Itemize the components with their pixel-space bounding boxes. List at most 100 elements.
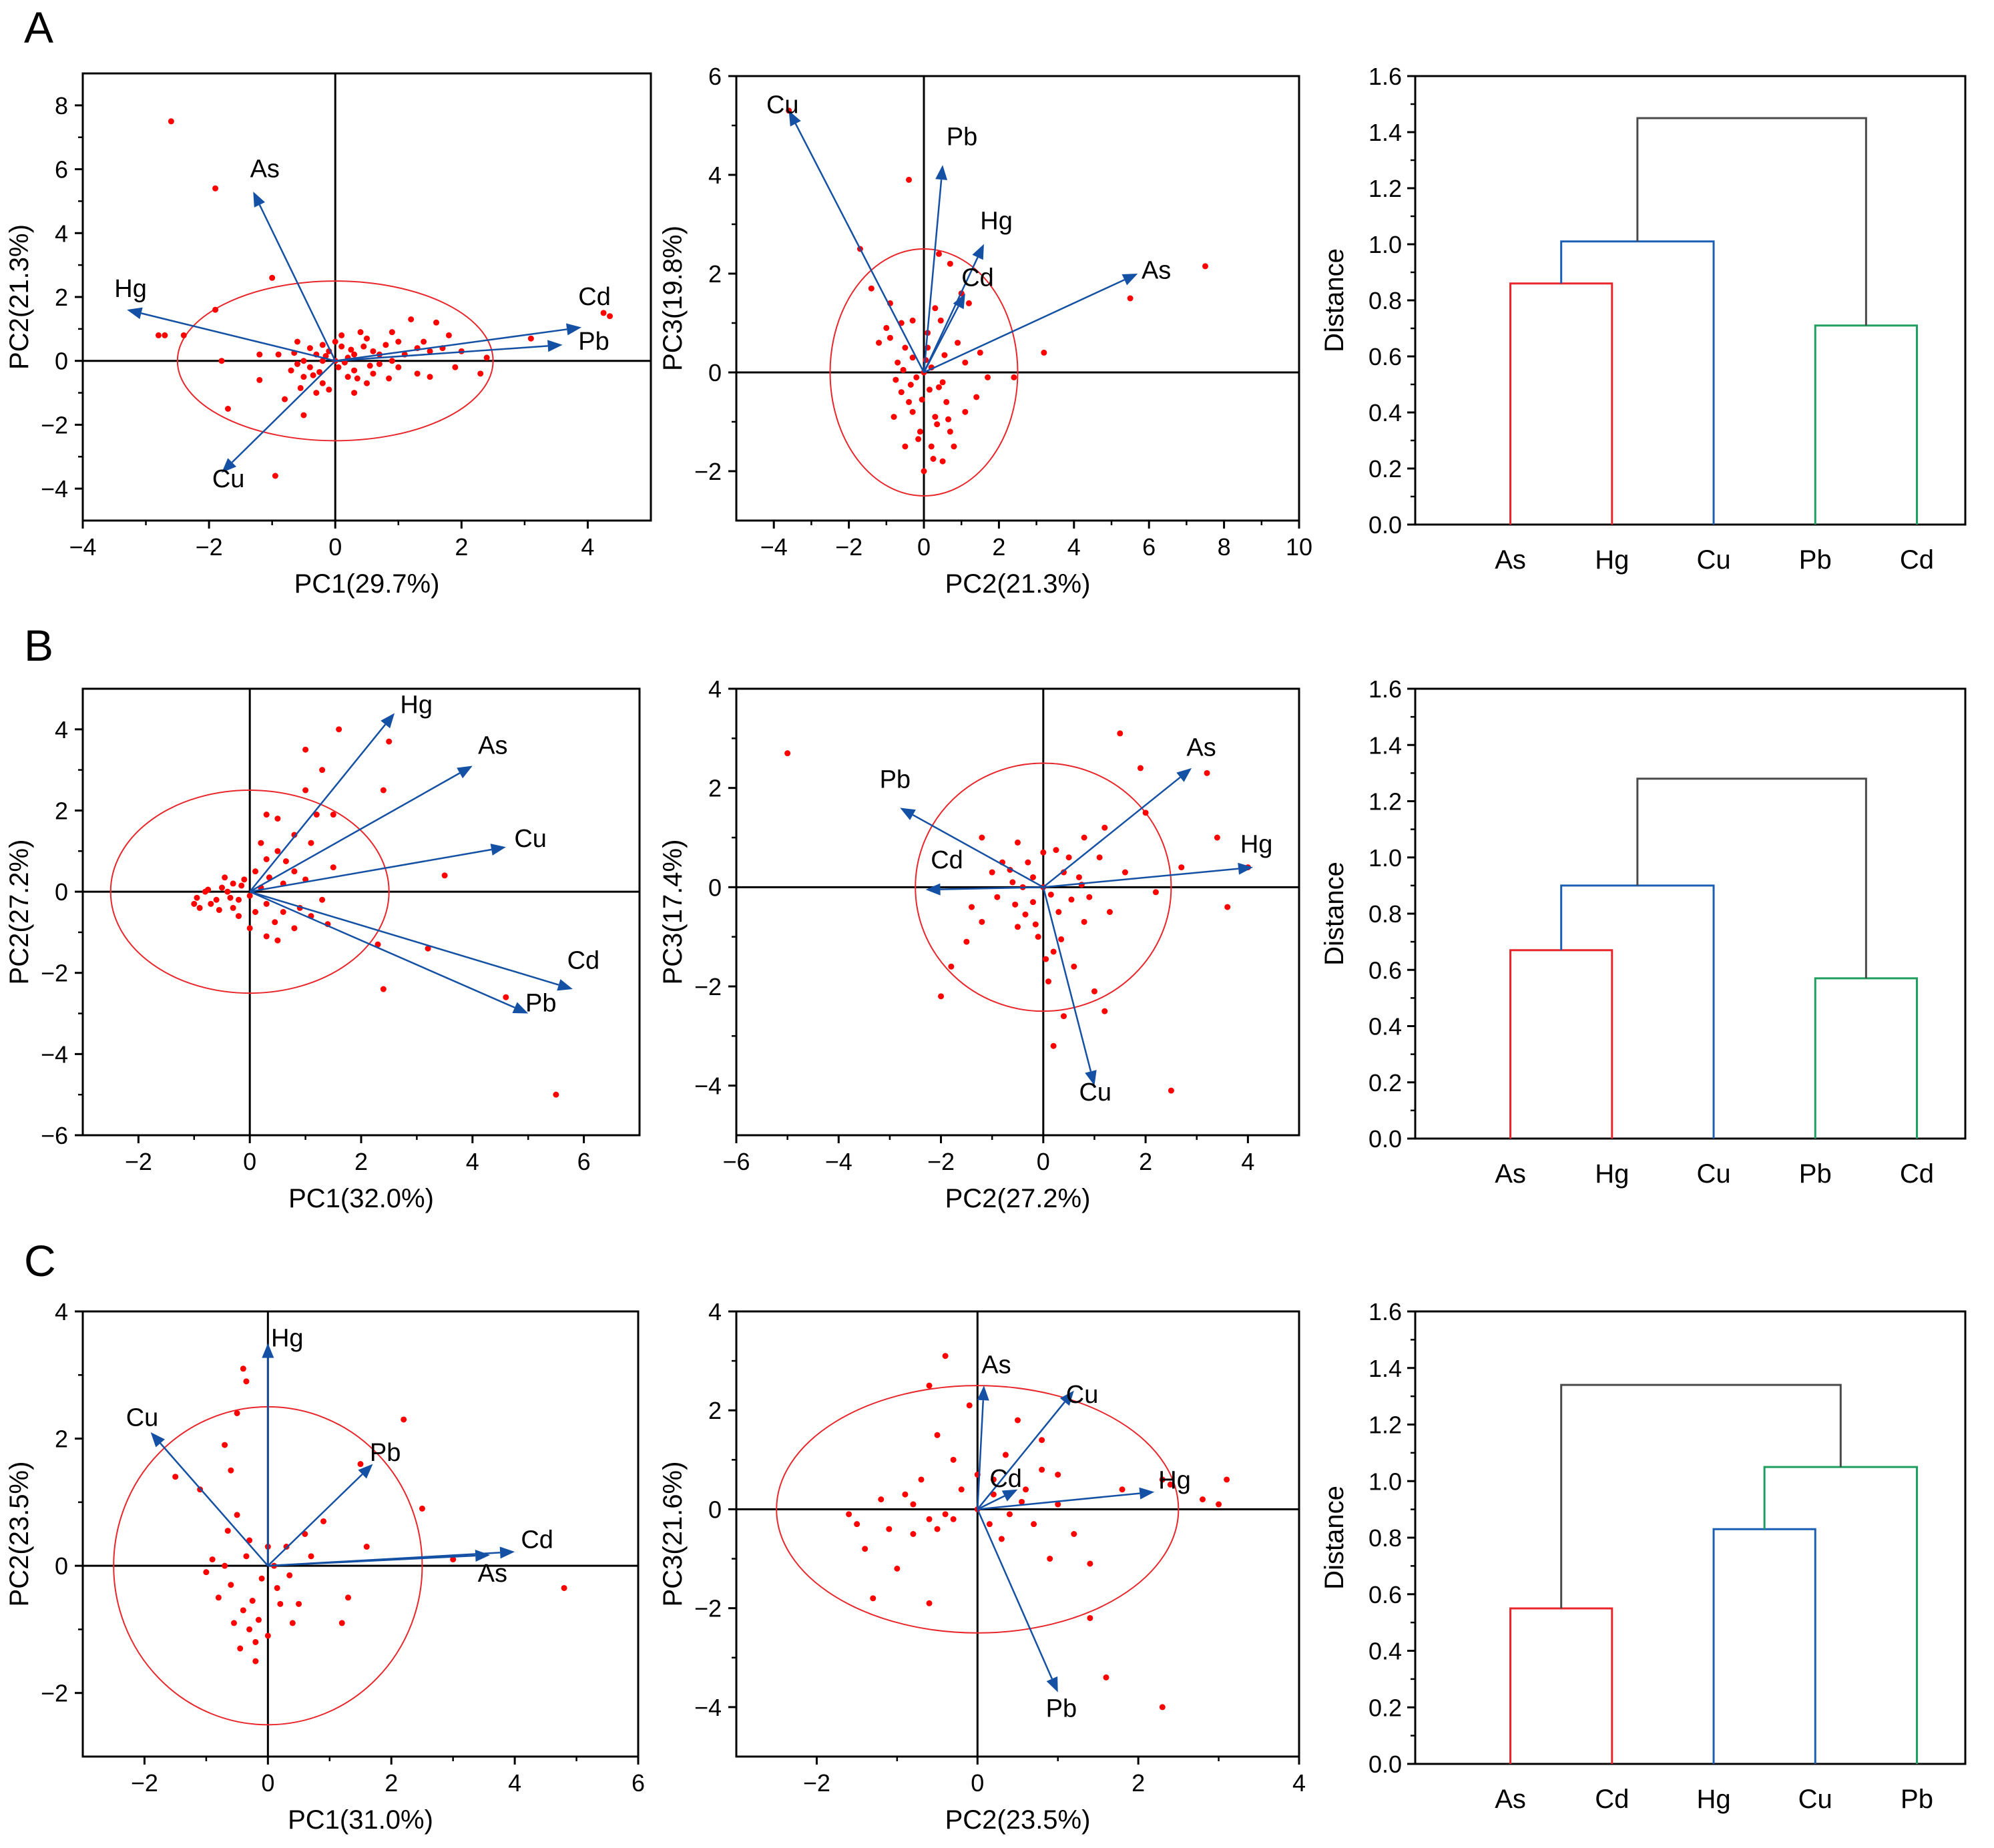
data-point (915, 436, 922, 442)
data-point (274, 816, 281, 822)
data-point (917, 428, 923, 435)
loading-arrow-cu (977, 1401, 1065, 1510)
data-point (1006, 1511, 1013, 1518)
arrowhead-pb (358, 1464, 373, 1479)
data-point (1045, 978, 1051, 985)
data-point (1071, 1531, 1077, 1537)
data-point (985, 374, 991, 380)
data-point (258, 1575, 265, 1582)
loading-arrow-as (258, 204, 336, 362)
y-tick-label: −2 (41, 960, 68, 987)
data-point (246, 1626, 253, 1632)
data-point (898, 389, 905, 396)
data-point (1032, 921, 1039, 928)
arrowhead-hg (262, 1343, 274, 1358)
y-tick-label: 2 (708, 260, 722, 288)
y-tick-label: −2 (41, 1680, 68, 1707)
data-point (180, 332, 187, 338)
x-tick-label: −2 (803, 1769, 830, 1797)
data-point (338, 343, 345, 350)
data-point (1091, 988, 1097, 994)
data-point (302, 746, 309, 753)
data-point (375, 941, 381, 948)
arrowhead-as (977, 1385, 989, 1401)
data-point (939, 458, 946, 465)
data-point (1137, 765, 1144, 772)
data-point (252, 909, 259, 915)
data-point (1101, 1008, 1108, 1014)
confidence-ellipse (829, 248, 1019, 497)
data-point (955, 340, 961, 346)
data-point (363, 1544, 370, 1550)
data-point (942, 1511, 949, 1518)
y-tick-label: 4 (708, 162, 722, 189)
data-point (1087, 1614, 1093, 1621)
y-tick-label: 0.0 (1368, 1125, 1402, 1153)
data-point (906, 398, 913, 405)
data-point (1031, 1521, 1037, 1528)
data-point (1022, 911, 1029, 918)
y-tick-label: −2 (41, 411, 68, 438)
y-tick-label: 1.6 (1368, 675, 1402, 703)
arrowhead-hg (972, 244, 984, 260)
data-point (1060, 869, 1067, 876)
y-tick-label: 0.0 (1368, 1751, 1402, 1778)
loading-label-cu: Cu (212, 465, 245, 493)
y-tick-label: 6 (55, 156, 68, 184)
data-point (212, 185, 219, 192)
plot-area (83, 73, 651, 521)
data-point (998, 1536, 1005, 1542)
dendrogram-link-green (1814, 324, 1918, 525)
data-point (162, 332, 168, 338)
x-tick-label: 4 (508, 1769, 521, 1797)
data-point (370, 370, 377, 377)
data-point (1041, 349, 1047, 356)
x-tick-label: −2 (927, 1148, 955, 1175)
data-point (902, 443, 909, 450)
data-point (979, 834, 985, 841)
loading-label-cu: Cu (766, 91, 799, 119)
x-tick-label: 0 (328, 533, 342, 561)
arrowhead-as (253, 192, 265, 208)
loading-arrow-cd (977, 1495, 1005, 1510)
loading-label-as: As (250, 156, 280, 184)
x-tick-label: 4 (581, 533, 594, 561)
leaf-label-pb: Pb (1799, 1159, 1832, 1189)
y-tick-label: −4 (41, 475, 68, 503)
data-point (389, 329, 395, 336)
loading-arrow-cd (249, 890, 559, 986)
data-point (553, 1091, 559, 1098)
data-point (1152, 889, 1159, 896)
dendrogram-link-green (1814, 977, 1918, 1139)
arrowhead-cd (565, 323, 581, 336)
y-tick-label: −2 (694, 1595, 722, 1622)
data-point (300, 412, 307, 418)
y-tick-label: 1.6 (1368, 1298, 1402, 1325)
x-axis-label: PC1(32.0%) (288, 1184, 434, 1213)
data-point (895, 359, 901, 366)
loading-label-pb: Pb (947, 123, 977, 151)
data-point (913, 374, 920, 380)
data-point (930, 456, 937, 462)
data-point (172, 1474, 179, 1480)
data-point (990, 1491, 997, 1498)
data-point (294, 361, 300, 367)
leaf-label-cu: Cu (1696, 1159, 1730, 1189)
dendrogram-link-gray (1636, 117, 1867, 326)
data-point (1060, 1013, 1067, 1020)
data-point (336, 726, 342, 733)
data-point (452, 364, 459, 370)
panel-b3: 0.0 0.2 0.4 0.6 0.8 1.0 1.2 1.4 1.6 Distance As Hg C… (1320, 675, 1967, 1189)
data-point (907, 382, 914, 388)
arrowhead-as (475, 1550, 491, 1562)
y-tick-label: 0 (55, 1552, 68, 1580)
y-tick-label: 0 (55, 878, 68, 906)
loading-arrow-cu (160, 1442, 269, 1566)
arrowhead-cu (788, 110, 801, 127)
data-point (561, 1584, 567, 1591)
loading-arrow-hg (977, 1492, 1140, 1510)
data-point (966, 1402, 973, 1409)
arrowhead-hg (1238, 862, 1254, 875)
data-point (928, 443, 935, 450)
